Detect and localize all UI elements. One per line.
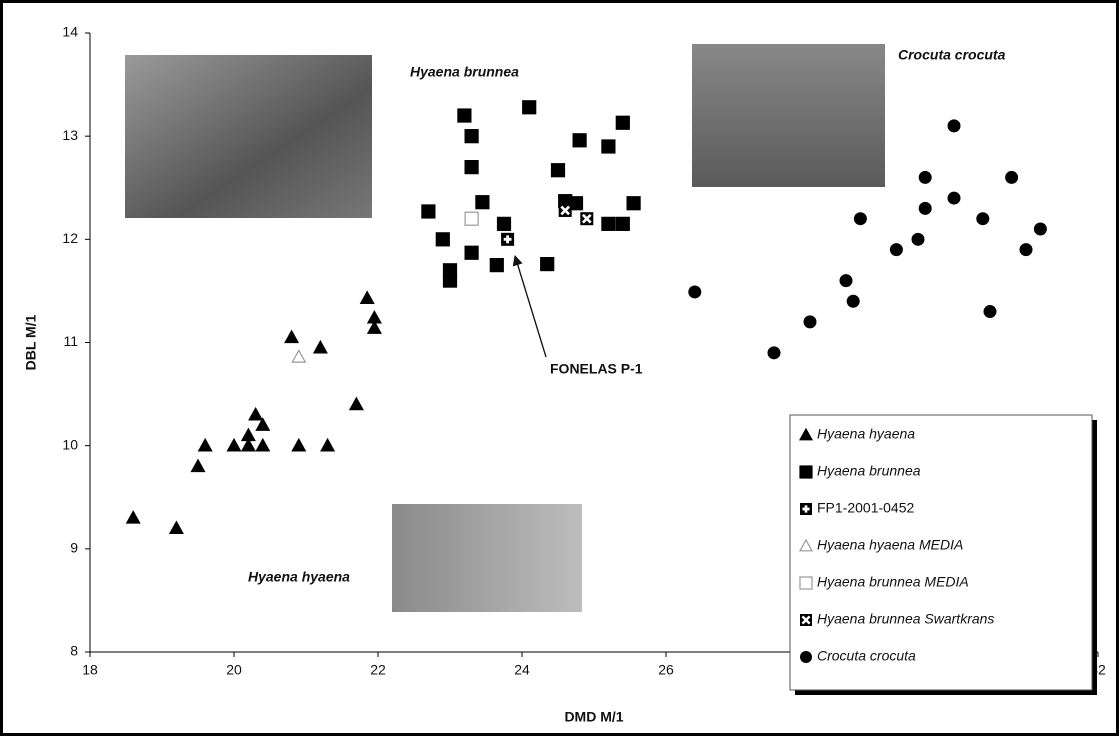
marker	[444, 274, 457, 287]
legend-label: Hyaena hyaena MEDIA	[817, 537, 963, 553]
marker	[498, 217, 511, 230]
marker	[616, 217, 629, 230]
legend-label: FP1-2001-0452	[817, 500, 915, 516]
x-tick-label: 18	[82, 662, 98, 678]
marker	[422, 205, 435, 218]
marker	[436, 233, 449, 246]
y-axis-title: DBL M/1	[23, 314, 39, 370]
annotation: Hyaena brunnea	[410, 64, 519, 80]
marker	[490, 259, 503, 272]
marker	[580, 212, 593, 225]
marker	[602, 217, 615, 230]
legend-label: Hyaena hyaena	[817, 426, 915, 442]
marker	[559, 204, 572, 217]
marker	[465, 161, 478, 174]
chart: 8910111213141820222426283032DMD M/1DBL M…	[0, 0, 1119, 736]
marker	[1005, 171, 1018, 184]
marker	[804, 315, 817, 328]
marker	[800, 503, 812, 515]
y-tick-label: 14	[62, 24, 78, 40]
marker	[948, 119, 961, 132]
marker	[1034, 223, 1047, 236]
marker	[465, 246, 478, 259]
photo	[125, 55, 372, 218]
x-tick-label: 24	[514, 662, 530, 678]
marker	[912, 233, 925, 246]
marker	[800, 614, 812, 626]
legend-label: Hyaena brunnea Swartkrans	[817, 611, 994, 627]
marker	[919, 202, 932, 215]
marker	[768, 346, 781, 359]
y-tick-label: 10	[62, 436, 78, 452]
y-tick-label: 11	[63, 333, 78, 349]
marker	[800, 466, 812, 478]
legend-label: Hyaena brunnea MEDIA	[817, 574, 969, 590]
marker	[984, 305, 997, 318]
annotation: Crocuta crocuta	[898, 47, 1006, 63]
marker	[501, 233, 514, 246]
marker	[948, 192, 961, 205]
marker	[890, 243, 903, 256]
marker	[840, 274, 853, 287]
marker	[919, 171, 932, 184]
marker	[800, 577, 812, 589]
marker	[616, 116, 629, 129]
y-tick-label: 9	[70, 540, 78, 556]
marker	[465, 212, 478, 225]
marker	[573, 134, 586, 147]
marker	[688, 285, 701, 298]
x-axis-title: DMD M/1	[564, 709, 623, 725]
marker	[847, 295, 860, 308]
legend-label: Hyaena brunnea	[817, 463, 921, 479]
photo	[692, 44, 885, 187]
marker	[476, 196, 489, 209]
marker	[1020, 243, 1033, 256]
marker	[465, 130, 478, 143]
x-tick-label: 26	[658, 662, 674, 678]
marker	[627, 197, 640, 210]
marker	[976, 212, 989, 225]
annotation: Hyaena hyaena	[248, 569, 350, 585]
marker	[458, 109, 471, 122]
marker	[523, 101, 536, 114]
marker	[602, 140, 615, 153]
y-tick-label: 13	[62, 127, 78, 143]
y-tick-label: 12	[62, 230, 78, 246]
marker	[800, 651, 812, 663]
y-tick-label: 8	[70, 643, 78, 659]
marker	[541, 258, 554, 271]
marker	[854, 212, 867, 225]
marker	[552, 164, 565, 177]
annotation: FONELAS P-1	[550, 361, 643, 377]
photo	[392, 504, 582, 612]
x-tick-label: 22	[370, 662, 386, 678]
x-tick-label: 20	[226, 662, 242, 678]
legend-label: Crocuta crocuta	[817, 648, 916, 664]
